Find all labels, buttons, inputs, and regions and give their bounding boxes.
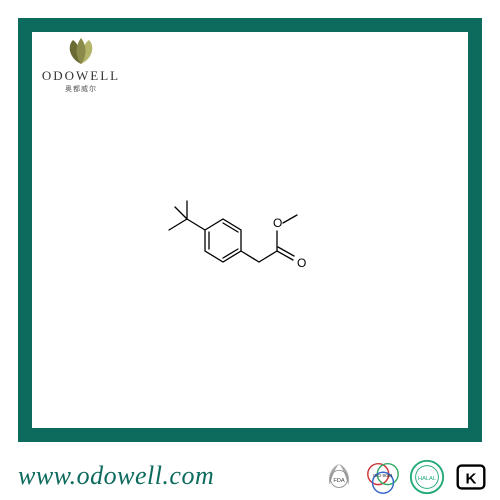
svg-text:O: O [273,216,282,230]
footer-bar: www.odowell.com FDA ISO 9001 [0,452,500,500]
logo-leaf-icon [38,36,124,66]
badge-halal: HALAL [408,458,446,496]
svg-text:O: O [297,256,306,270]
badge-halal-label: HALAL [418,476,436,482]
molecule-diagram: O O [135,175,365,285]
badge-kosher: K [452,458,490,496]
brand-logo: ODOWELL 奥都威尔 [38,36,124,94]
brand-name: ODOWELL [38,68,124,84]
product-frame: ODOWELL 奥都威尔 [18,18,482,442]
badge-fda-label: FDA [333,478,345,484]
brand-subtitle: 奥都威尔 [38,84,124,94]
website-url: www.odowell.com [18,461,214,491]
certification-badges: FDA ISO 9001 HALAL K [320,458,490,496]
badge-kosher-label: K [466,471,477,488]
badge-iso-label: ISO 9001 [373,473,393,479]
badge-fda: FDA [320,458,358,496]
badge-iso: ISO 9001 [364,458,402,496]
